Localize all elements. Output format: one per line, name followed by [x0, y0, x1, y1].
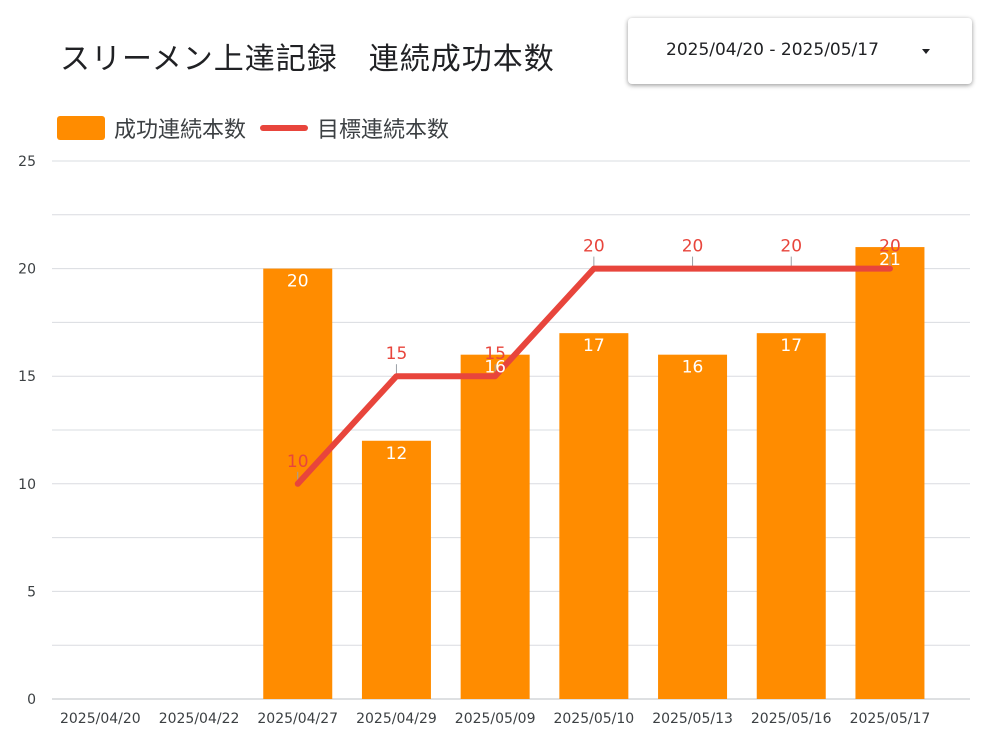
- x-tick-label: 2025/05/13: [652, 711, 733, 727]
- bar-data-label: 16: [682, 358, 704, 378]
- chart-title: スリーメン上達記録 連続成功本数: [60, 42, 555, 77]
- date-range-label: 2025/04/20 - 2025/05/17: [666, 40, 879, 60]
- line-data-label: 20: [879, 237, 901, 257]
- bar-data-label: 16: [484, 358, 506, 378]
- line-data-label: 20: [682, 237, 704, 257]
- legend-item-line[interactable]: 目標連続本数: [260, 112, 449, 144]
- line-data-label: 15: [484, 344, 506, 364]
- bar: [559, 333, 629, 699]
- y-tick-label: 5: [27, 584, 36, 600]
- y-tick-label: 0: [27, 692, 36, 708]
- legend-bar-label: 成功連続本数: [114, 118, 247, 143]
- date-range-picker[interactable]: 2025/04/20 - 2025/05/17: [628, 18, 972, 84]
- x-tick-label: 2025/05/10: [553, 711, 634, 727]
- y-tick-label: 10: [18, 477, 36, 493]
- line-data-label: 15: [386, 344, 408, 364]
- caret-down-icon[interactable]: [922, 49, 930, 54]
- x-tick-label: 2025/05/16: [751, 711, 832, 727]
- bar: [658, 354, 728, 699]
- y-tick-label: 15: [18, 369, 36, 385]
- legend-line-label: 目標連続本数: [317, 118, 450, 143]
- x-tick-label: 2025/05/17: [850, 711, 931, 727]
- chart-legend: 成功連続本数 目標連続本数: [57, 112, 463, 144]
- bar: [361, 440, 431, 699]
- legend-bar-swatch: [57, 116, 105, 140]
- bar: [756, 333, 826, 699]
- y-tick-label: 25: [18, 154, 36, 170]
- bar-data-label: 20: [287, 272, 309, 292]
- x-tick-label: 2025/05/09: [455, 711, 536, 727]
- bar-data-label: 17: [583, 336, 605, 356]
- legend-line-swatch: [260, 125, 309, 131]
- x-tick-label: 2025/04/29: [356, 711, 437, 727]
- x-tick-label: 2025/04/20: [60, 711, 141, 727]
- line-data-label: 10: [287, 452, 309, 472]
- y-tick-label: 20: [18, 262, 36, 278]
- x-tick-label: 2025/04/22: [159, 711, 240, 727]
- bar-data-label: 17: [780, 336, 802, 356]
- legend-item-bar[interactable]: 成功連続本数: [57, 112, 246, 144]
- target-line: [294, 265, 893, 487]
- bar-data-label: 21: [879, 250, 901, 270]
- bar: [460, 354, 530, 699]
- line-data-label: 20: [780, 237, 802, 257]
- x-tick-label: 2025/04/27: [257, 711, 338, 727]
- bar-data-label: 12: [386, 444, 408, 464]
- line-data-label: 20: [583, 237, 605, 257]
- bar: [855, 247, 925, 699]
